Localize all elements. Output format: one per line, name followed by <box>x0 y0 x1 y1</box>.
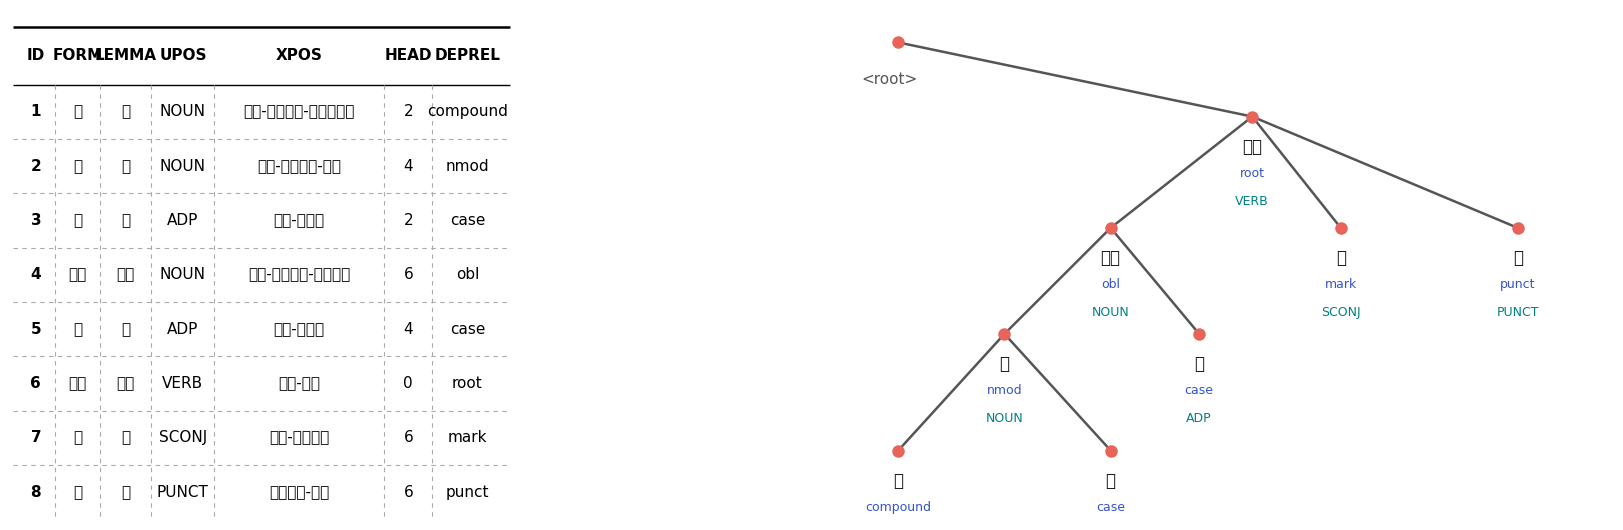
Text: PUNCT: PUNCT <box>1496 306 1539 320</box>
Text: 名詞-普通名詞-助数詞可能: 名詞-普通名詞-助数詞可能 <box>243 104 355 119</box>
Text: 助詞-格助詞: 助詞-格助詞 <box>274 322 325 337</box>
Text: VERB: VERB <box>1235 195 1268 208</box>
Text: 4: 4 <box>31 268 41 282</box>
Text: NOUN: NOUN <box>878 529 917 530</box>
Text: case: case <box>1183 384 1212 398</box>
Text: 助詞-格助詞: 助詞-格助詞 <box>274 213 325 228</box>
Text: 発達: 発達 <box>68 268 86 282</box>
Text: の: の <box>1105 472 1115 490</box>
Text: 従ふ: 従ふ <box>1242 138 1261 156</box>
Text: NOUN: NOUN <box>159 104 206 119</box>
Text: 1: 1 <box>31 104 41 119</box>
Text: 0: 0 <box>403 376 412 391</box>
Text: case: case <box>450 213 485 228</box>
Text: に: に <box>73 322 83 337</box>
Text: compound: compound <box>865 501 930 514</box>
Text: mark: mark <box>448 430 487 445</box>
Text: case: case <box>1096 501 1125 514</box>
Text: NOUN: NOUN <box>159 159 206 174</box>
Text: ADP: ADP <box>1097 529 1123 530</box>
Text: 発達: 発達 <box>117 268 135 282</box>
Text: 3: 3 <box>31 213 41 228</box>
Text: 6: 6 <box>403 430 412 445</box>
Text: NOUN: NOUN <box>159 268 206 282</box>
Text: 社: 社 <box>73 104 83 119</box>
Text: mark: mark <box>1324 278 1357 292</box>
Text: 従ふ: 従ふ <box>68 376 86 391</box>
Text: 6: 6 <box>403 485 412 500</box>
Text: obl: obl <box>1100 278 1120 292</box>
Text: 従ふ: 従ふ <box>117 376 135 391</box>
Text: 會: 會 <box>998 355 1010 373</box>
Text: の: の <box>122 213 130 228</box>
Text: ADP: ADP <box>167 213 198 228</box>
Text: case: case <box>450 322 485 337</box>
Text: 4: 4 <box>403 159 412 174</box>
Text: の: の <box>73 213 83 228</box>
Text: root: root <box>1238 167 1264 180</box>
Text: obl: obl <box>456 268 479 282</box>
Text: 、: 、 <box>73 485 83 500</box>
Text: nmod: nmod <box>987 384 1021 398</box>
Text: 4: 4 <box>403 322 412 337</box>
Text: <root>: <root> <box>860 72 917 86</box>
Text: punct: punct <box>1500 278 1535 292</box>
Text: 助詞-接続助詞: 助詞-接続助詞 <box>269 430 329 445</box>
Text: 名詞-普通名詞-サ変可能: 名詞-普通名詞-サ変可能 <box>248 268 351 282</box>
Text: に: に <box>122 322 130 337</box>
Text: に: に <box>1193 355 1203 373</box>
Text: 名詞-普通名詞-一般: 名詞-普通名詞-一般 <box>256 159 341 174</box>
Text: UPOS: UPOS <box>159 48 206 63</box>
Text: 會: 會 <box>73 159 83 174</box>
Text: SCONJ: SCONJ <box>159 430 206 445</box>
Text: XPOS: XPOS <box>276 48 323 63</box>
Text: て: て <box>122 430 130 445</box>
Text: 、: 、 <box>122 485 130 500</box>
Text: 2: 2 <box>403 213 412 228</box>
Text: 6: 6 <box>403 268 412 282</box>
Text: 社: 社 <box>893 472 902 490</box>
Text: ID: ID <box>26 48 45 63</box>
Text: 2: 2 <box>31 159 41 174</box>
Text: compound: compound <box>427 104 508 119</box>
Text: HEAD: HEAD <box>385 48 432 63</box>
Text: ADP: ADP <box>167 322 198 337</box>
Text: nmod: nmod <box>445 159 489 174</box>
Text: 、: 、 <box>1513 249 1522 267</box>
Text: 補助詞号-読点: 補助詞号-読点 <box>269 485 329 500</box>
Text: 7: 7 <box>31 430 41 445</box>
Text: 8: 8 <box>31 485 41 500</box>
Text: NOUN: NOUN <box>985 412 1022 426</box>
Text: 5: 5 <box>31 322 41 337</box>
Text: PUNCT: PUNCT <box>157 485 209 500</box>
Text: FORM: FORM <box>52 48 102 63</box>
Text: VERB: VERB <box>162 376 203 391</box>
Text: LEMMA: LEMMA <box>94 48 156 63</box>
Text: SCONJ: SCONJ <box>1319 306 1360 320</box>
Text: root: root <box>451 376 482 391</box>
Text: ADP: ADP <box>1186 412 1211 426</box>
Text: NOUN: NOUN <box>1091 306 1130 320</box>
Text: て: て <box>1336 249 1345 267</box>
Text: punct: punct <box>445 485 489 500</box>
Text: て: て <box>73 430 83 445</box>
Text: 発達: 発達 <box>1100 249 1120 267</box>
Text: 動詞-一般: 動詞-一般 <box>278 376 320 391</box>
Text: 社: 社 <box>122 104 130 119</box>
Text: 會: 會 <box>122 159 130 174</box>
Text: DEPREL: DEPREL <box>435 48 500 63</box>
Text: 6: 6 <box>31 376 41 391</box>
Text: 2: 2 <box>403 104 412 119</box>
